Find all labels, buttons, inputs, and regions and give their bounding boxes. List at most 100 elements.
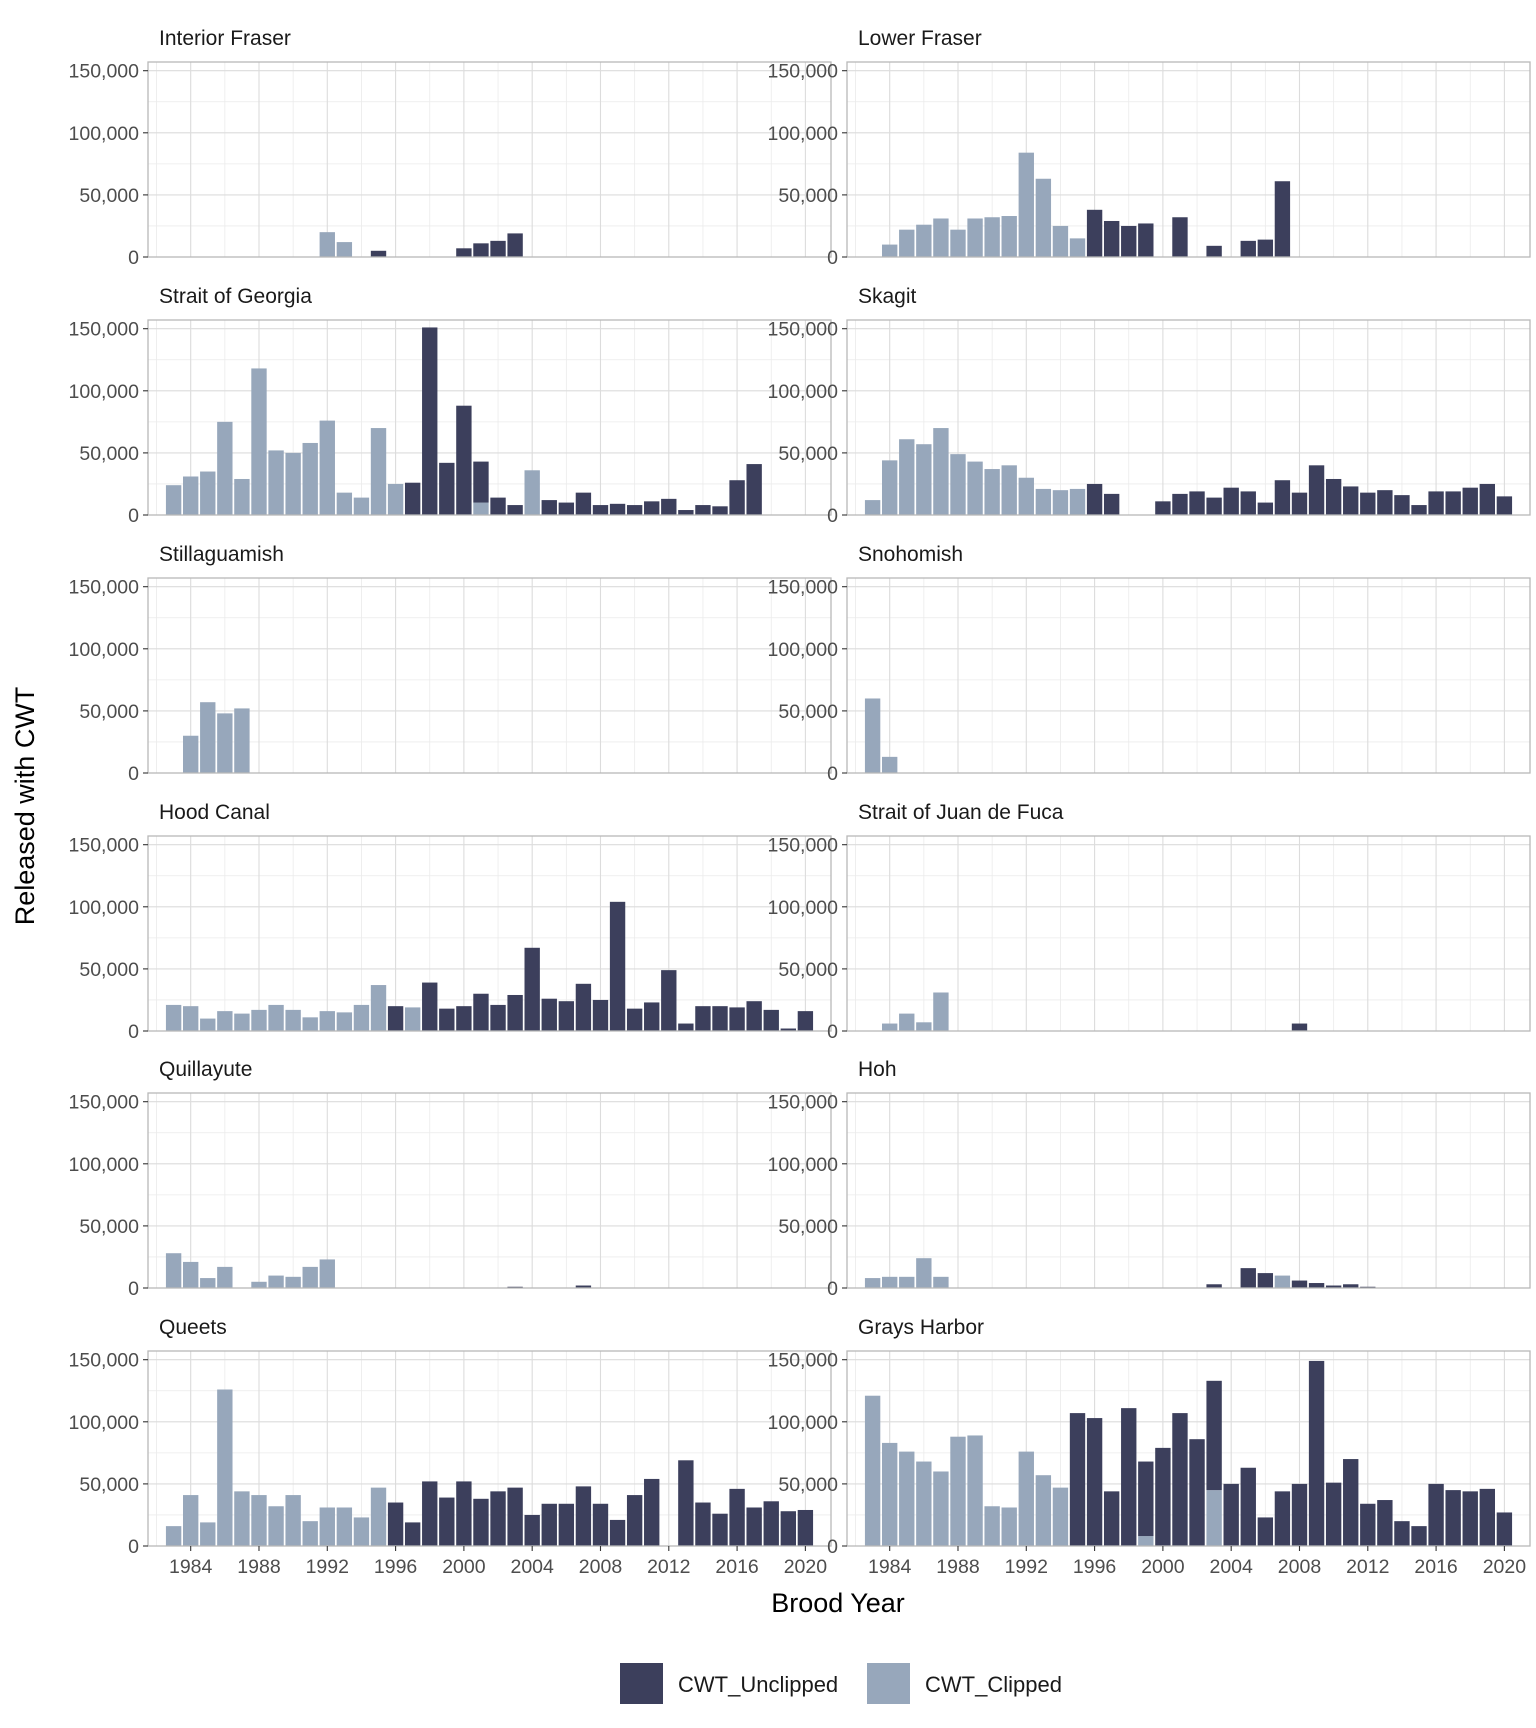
bar-clipped-1991 [302,442,318,515]
bar-clipped-1997 [404,1007,421,1031]
y-tick-label: 50,000 [778,959,838,981]
bar-unclipped-2005 [1240,240,1256,257]
panel-border [147,1350,832,1547]
bar-unclipped-1997 [1103,1491,1120,1546]
legend: CWT_Unclipped CWT_Clipped [620,1663,1062,1704]
bar-unclipped-1997 [1103,220,1120,257]
bar-clipped-1992 [1018,1451,1034,1546]
bar-unclipped-2010 [626,1495,643,1546]
panel-stillaguamish: Stillaguamish 0 50,000 100,000 150,000 [69,543,832,785]
bar-clipped-1986 [217,713,233,773]
bar-unclipped-2002 [490,1491,506,1546]
bar-clipped-1985 [200,1278,216,1288]
bar-clipped-1985 [200,471,216,515]
bar-clipped-1983 [864,1395,881,1546]
bar-clipped-1986 [217,1266,233,1288]
y-tick-label: 150,000 [69,1350,140,1372]
bar-clipped-1991 [302,1266,318,1288]
y-tick-label: 150,000 [69,319,140,341]
y-tick-label: 150,000 [768,835,839,857]
legend-label-clipped: CWT_Clipped [925,1672,1062,1697]
bar-unclipped-2007 [1274,480,1291,515]
bar-unclipped-2008 [592,1503,609,1546]
bar-unclipped-2000 [456,1481,472,1546]
bar-clipped-1986 [916,1258,932,1288]
bar-clipped-1988 [950,1436,966,1546]
bar-clipped-1989 [268,1004,284,1031]
bar-clipped-1996 [387,483,404,515]
panel-border [147,577,832,774]
bar-unclipped-2009 [1308,465,1325,515]
bar-clipped-1984 [882,244,898,257]
bar-unclipped-2006 [558,502,575,515]
y-tick-label: 50,000 [778,185,838,207]
bar-unclipped-2020 [797,1011,814,1031]
panel-title: Hood Canal [159,801,270,824]
panel-title: Quillayute [159,1058,252,1081]
bar-clipped-1993 [1035,488,1052,515]
bar-unclipped-2020 [797,1509,814,1546]
bar-unclipped-2010 [626,1008,643,1031]
panel-background [847,578,1530,773]
bar-unclipped-1999 [439,1497,455,1546]
bar-unclipped-2003 [1206,245,1222,257]
bar-unclipped-2000 [456,1006,472,1031]
y-tick-label: 100,000 [69,897,140,919]
bar-unclipped-2020 [1496,1512,1513,1546]
legend-key-clipped [867,1663,910,1704]
bar-unclipped-2007 [575,1486,592,1546]
y-tick-label: 100,000 [768,639,839,661]
bar-clipped-1995 [1069,238,1086,257]
x-tick-label: 2004 [510,1556,554,1578]
panel-snohomish: Snohomish 0 50,000 100,000 150,000 [768,543,1531,785]
bar-unclipped-2007 [575,492,592,515]
panel-skagit: Skagit 0 50,000 100,000 150,000 [768,285,1531,527]
bar-unclipped-2016 [729,1007,745,1031]
bar-unclipped-2005 [541,1503,557,1546]
bar-clipped-1987 [933,992,949,1031]
bar-clipped-1984 [882,1276,898,1288]
panel-background [847,1093,1530,1288]
bar-unclipped-2008 [592,505,609,515]
bar-clipped-1987 [933,428,949,515]
bar-clipped-1984 [183,1261,199,1288]
y-tick-label: 0 [827,1278,838,1300]
bar-unclipped-2017 [1445,1490,1461,1546]
panel-lower-fraser: Lower Fraser 0 50,000 100,000 150,000 [768,27,1531,269]
bar-unclipped-2007 [575,983,592,1031]
y-tick-label: 50,000 [79,443,139,465]
bar-unclipped-2001 [473,461,489,503]
panel-interior-fraser: Interior Fraser 0 50,000 100,000 150,000 [69,27,832,269]
bar-clipped-1990 [984,217,1000,257]
bar-unclipped-2006 [1257,502,1274,515]
bar-clipped-1991 [1001,1507,1017,1546]
panel-title: Strait of Georgia [159,285,312,308]
bar-unclipped-2017 [746,1507,762,1546]
panel-border [846,1092,1531,1289]
bar-unclipped-2015 [1411,1526,1427,1546]
bar-unclipped-2012 [1360,1503,1376,1546]
bar-unclipped-1997 [1103,493,1120,515]
bar-clipped-1983 [165,1253,182,1288]
bar-clipped-1990 [285,1009,301,1031]
panel-background [148,62,831,257]
bar-clipped-1984 [183,735,199,773]
bar-unclipped-2000 [1155,501,1171,515]
bar-clipped-2007 [1274,1275,1291,1288]
bar-unclipped-2007 [1274,181,1291,257]
x-tick-label: 2004 [1209,1556,1253,1578]
bar-clipped-1994 [353,1517,370,1546]
panels: Interior Fraser050,000100,000150,000Lowe… [69,27,1531,1578]
y-tick-label: 150,000 [768,1350,839,1372]
y-tick-label: 100,000 [768,123,839,145]
bar-unclipped-1997 [404,482,421,515]
bar-clipped-1999 [1138,1536,1154,1546]
bar-unclipped-2014 [695,1006,711,1031]
bar-unclipped-2019 [780,1028,796,1031]
bar-unclipped-2003 [1206,1380,1222,1491]
x-tick-label: 1992 [306,1556,349,1578]
y-tick-label: 150,000 [69,577,140,599]
bar-clipped-1986 [916,1022,932,1031]
bar-clipped-2003 [1206,1490,1222,1546]
bar-clipped-1983 [864,1278,881,1288]
